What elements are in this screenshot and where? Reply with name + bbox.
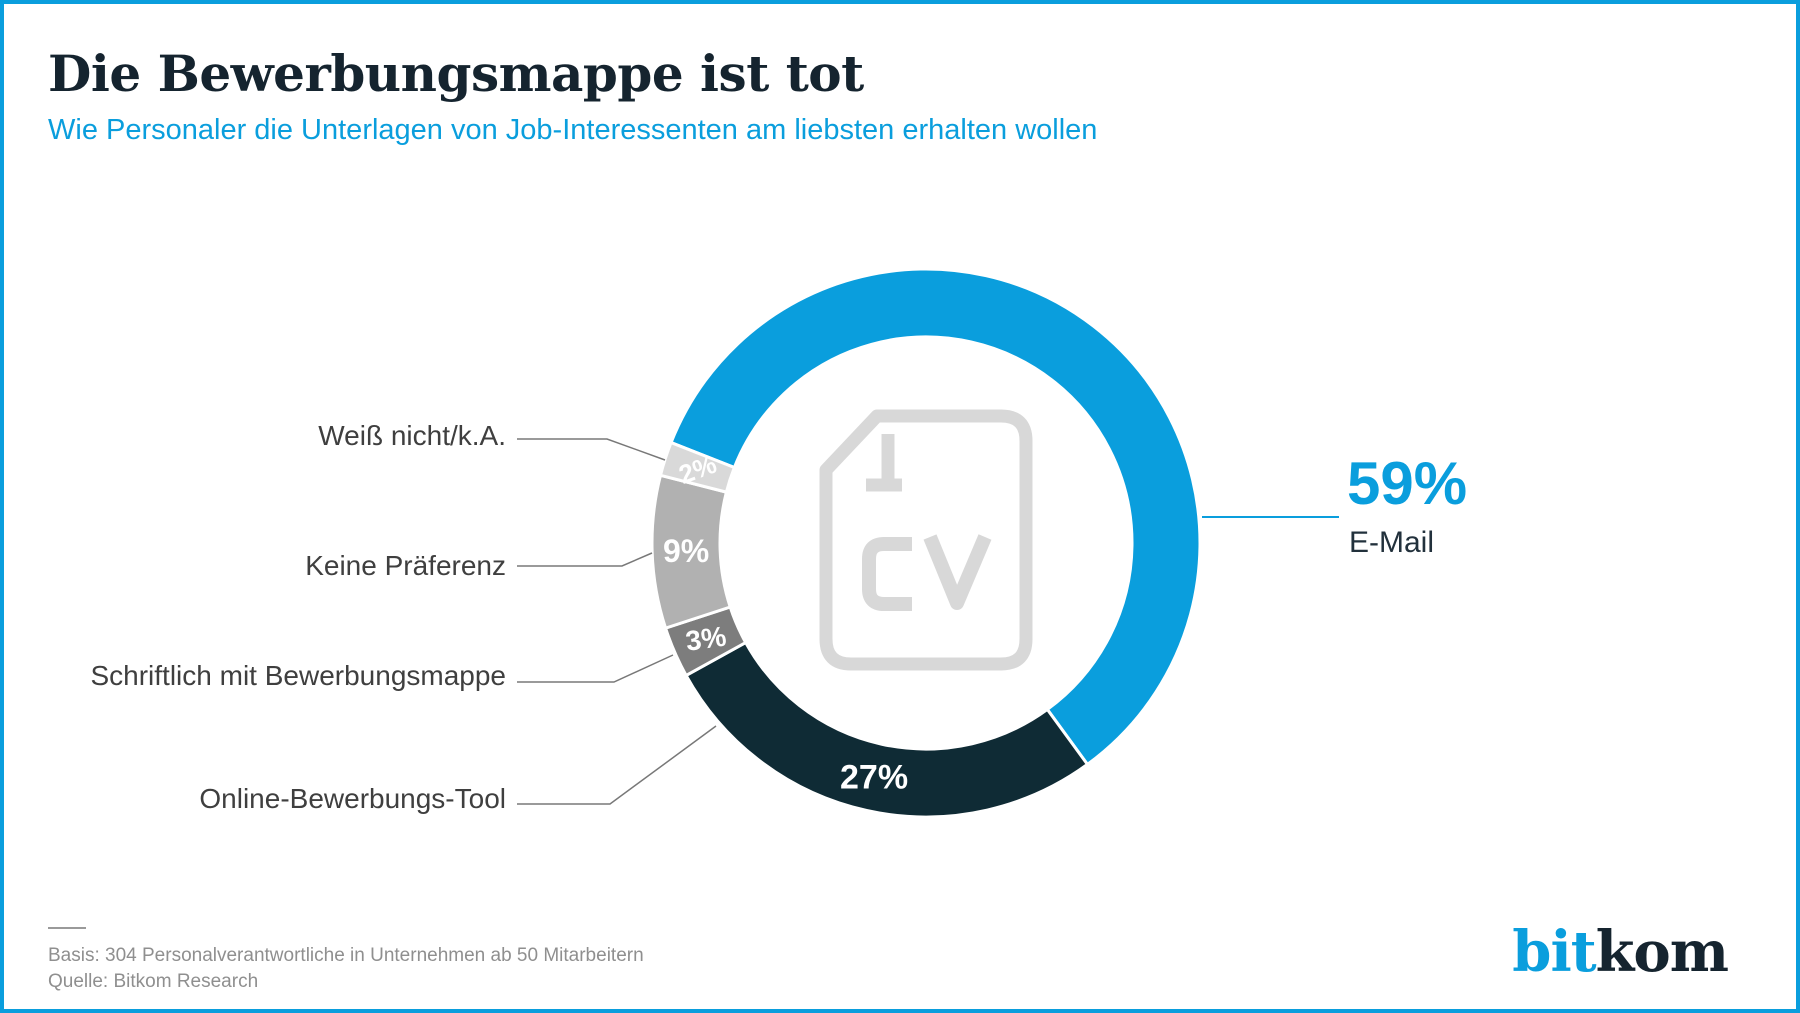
segment-label-weiss-nicht: Weiß nicht/k.A. [318,420,506,451]
cv-document-icon [819,409,1033,671]
bitkom-logo-kom: kom [1595,919,1729,985]
footer-source: Quelle: Bitkom Research [48,971,259,992]
donut-segment-Weiß nicht/k.A. [658,440,737,494]
donut-segment-E-Mail [669,267,1202,767]
segment-percent-Online-Bewerbungs-Tool: 27% [840,758,908,796]
donut-chart: 27%3%9%2% [517,267,1339,819]
segment-percent-Schriftlich mit Bewerbungsmappe: 3% [684,621,728,657]
donut-segments [650,267,1202,819]
footer-divider [48,927,86,929]
bitkom-logo: bitkom [1512,924,1729,980]
callout-label: E-Mail [1349,526,1435,559]
leader-line-keine-praeferenz [517,552,653,567]
page-title: Die Bewerbungsmappe ist tot [48,44,864,103]
callout-percent: 59% [1347,450,1468,517]
leader-line-schriftlich [517,654,674,683]
bitkom-logo-bit: bit [1512,919,1596,985]
segment-label-schriftlich: Schriftlich mit Bewerbungsmappe [90,660,506,691]
page-subtitle: Wie Personaler die Unterlagen von Job-In… [48,114,1098,146]
segment-label-keine-praeferenz: Keine Präferenz [305,550,506,581]
footer-basis: Basis: 304 Personalverantwortliche in Un… [48,945,644,966]
segment-label-online-tool: Online-Bewerbungs-Tool [199,783,506,814]
segment-percent-Keine Präferenz: 9% [663,533,709,569]
leader-line-online-tool [517,725,717,805]
leader-line-weiss-nicht [517,438,666,461]
segment-percent-labels: 27%3%9%2% [663,449,908,797]
